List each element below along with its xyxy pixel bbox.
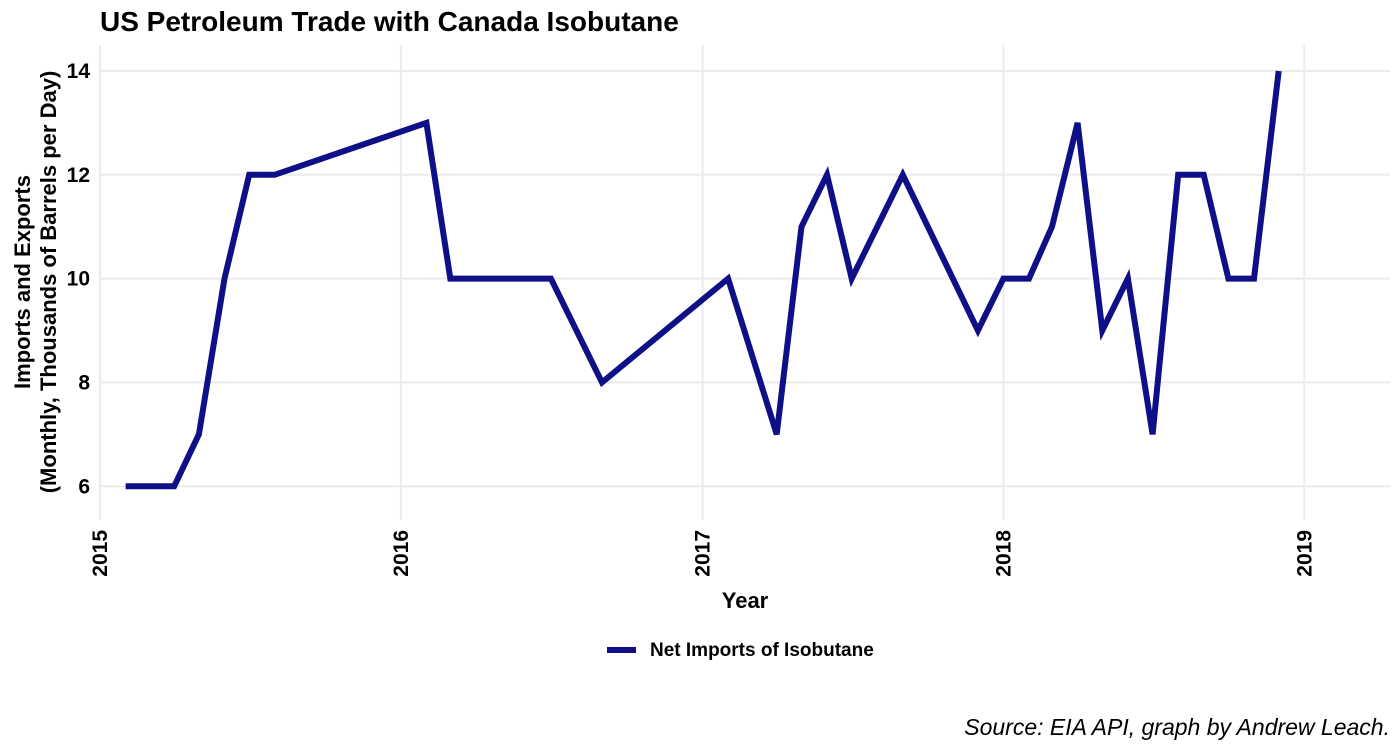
- legend-label-net-imports: Net Imports of Isobutane: [650, 640, 874, 661]
- series: [125, 70, 1282, 490]
- x-tick-label-2018: 2018: [992, 530, 1015, 577]
- chart-caption: Source: EIA API, graph by Andrew Leach.: [964, 714, 1390, 740]
- grid: [99, 45, 1390, 520]
- x-tick-label-2016: 2016: [390, 530, 413, 577]
- y-axis-title: Imports and Exports (Monthly, Thousands …: [10, 71, 61, 494]
- y-tick-label-14: 14: [67, 60, 91, 83]
- x-tick-label-2019: 2019: [1293, 530, 1316, 577]
- chart-title: US Petroleum Trade with Canada Isobutane: [100, 6, 679, 37]
- y-axis-title-line2: (Monthly, Thousands of Barrels per Day): [36, 71, 61, 494]
- x-tick-label-2015: 2015: [89, 530, 112, 577]
- y-tick-label-10: 10: [67, 268, 90, 291]
- x-tick-label-2017: 2017: [692, 530, 715, 577]
- y-axis-title-line1: Imports and Exports: [10, 175, 35, 389]
- y-tick-label-8: 8: [78, 371, 90, 394]
- legend[interactable]: Net Imports of Isobutane: [607, 640, 874, 661]
- y-axis-ticks: 6 8 10 12 14: [67, 60, 91, 498]
- y-tick-label-6: 6: [78, 475, 90, 498]
- y-tick-label-12: 12: [67, 164, 90, 187]
- x-axis-ticks: 2015 2016 2017 2018 2019: [89, 530, 1316, 577]
- x-axis-title: Year: [722, 588, 769, 613]
- series-line-net-imports: [125, 70, 1282, 490]
